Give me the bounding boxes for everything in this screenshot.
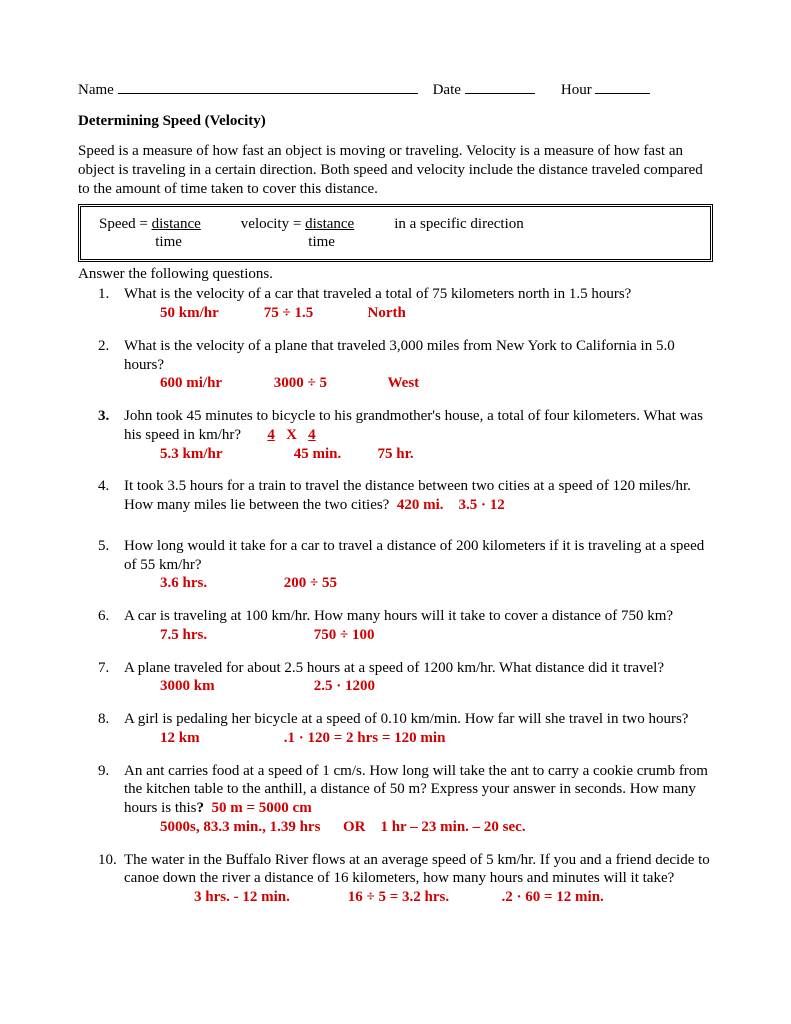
formula-box: Speed = distance time velocity = distanc… [78, 204, 713, 262]
q8-ans-dist: 12 km [160, 729, 280, 748]
q3-text: John took 45 minutes to bicycle to his g… [124, 408, 703, 443]
hour-label: Hour [561, 82, 592, 98]
q9-ans-alt: 1 hr – 23 min. – 20 sec. [380, 818, 525, 837]
direction-note: in a specific direction [394, 215, 524, 251]
question-7: A plane traveled for about 2.5 hours at … [124, 659, 713, 697]
q3-ans-hr: 75 hr. [378, 445, 414, 464]
q1-text: What is the velocity of a car that trave… [124, 286, 631, 302]
q9-ans-list: 5000s, 83.3 min., 1.39 hrs [160, 818, 320, 837]
question-10: The water in the Buffalo River flows at … [124, 851, 713, 907]
question-3: John took 45 minutes to bicycle to his g… [124, 407, 713, 463]
vel-eq: velocity = [241, 216, 305, 232]
q3-frac-a: 4 [267, 427, 275, 443]
question-4: It took 3.5 hours for a train to travel … [124, 477, 713, 515]
page-title: Determining Speed (Velocity) [78, 113, 713, 130]
q1-ans-speed: 50 km/hr [160, 304, 260, 323]
velocity-formula: velocity = distance time [241, 215, 354, 251]
speed-numerator: distance [152, 216, 201, 232]
q3-ans-min: 45 min. [294, 445, 374, 464]
q2-text: What is the velocity of a plane that tra… [124, 338, 675, 373]
date-blank[interactable] [465, 78, 535, 94]
q1-ans-dir: North [368, 304, 406, 323]
question-6: A car is traveling at 100 km/hr. How man… [124, 607, 713, 645]
q9-qmark: ? [197, 800, 205, 816]
q10-text: The water in the Buffalo River flows at … [124, 852, 710, 887]
q7-text: A plane traveled for about 2.5 hours at … [124, 660, 664, 676]
vel-numerator: distance [305, 216, 354, 232]
q9-inline-conv: 50 m = 5000 cm [212, 800, 312, 816]
q1-ans-calc: 75 ÷ 1.5 [264, 304, 364, 323]
q7-ans-calc: 2.5 · 1200 [314, 677, 375, 696]
intro-text: Speed is a measure of how fast an object… [78, 142, 713, 198]
q2-ans-calc: 3000 ÷ 5 [274, 374, 384, 393]
q10-ans-calc2: .2 · 60 = 12 min. [502, 888, 604, 907]
instructions: Answer the following questions. [78, 266, 713, 283]
q6-text: A car is traveling at 100 km/hr. How man… [124, 608, 673, 624]
q3-ans-speed: 5.3 km/hr [160, 445, 290, 464]
question-9: An ant carries food at a speed of 1 cm/s… [124, 762, 713, 837]
q5-text: How long would it take for a car to trav… [124, 538, 704, 573]
question-2: What is the velocity of a plane that tra… [124, 337, 713, 393]
q2-ans-speed: 600 mi/hr [160, 374, 270, 393]
q3-frac-x: X [286, 427, 297, 443]
question-list: What is the velocity of a car that trave… [78, 285, 713, 907]
q10-ans-calc1: 16 ÷ 5 = 3.2 hrs. [348, 888, 498, 907]
q6-ans-time: 7.5 hrs. [160, 626, 310, 645]
speed-formula: Speed = distance time [99, 215, 201, 251]
q3-frac-b: 4 [308, 427, 316, 443]
q4-ans-calc: 3.5 · 12 [459, 497, 505, 513]
question-1: What is the velocity of a car that trave… [124, 285, 713, 323]
header-row: Name Date Hour [78, 78, 713, 99]
speed-eq: Speed = [99, 216, 152, 232]
q5-ans-calc: 200 ÷ 55 [284, 574, 337, 593]
vel-denominator: time [308, 234, 335, 250]
worksheet-page: Name Date Hour Determining Speed (Veloci… [0, 0, 791, 1024]
date-label: Date [433, 82, 461, 98]
q2-ans-dir: West [388, 374, 420, 393]
q7-ans-dist: 3000 km [160, 677, 310, 696]
q9-or: OR [343, 818, 366, 837]
q6-ans-calc: 750 ÷ 100 [314, 626, 375, 645]
name-blank[interactable] [118, 78, 418, 94]
q5-ans-time: 3.6 hrs. [160, 574, 280, 593]
speed-denominator: time [155, 234, 182, 250]
q8-ans-calc: .1 · 120 = 2 hrs = 120 min [284, 729, 446, 748]
q4-ans-dist: 420 mi. [397, 497, 444, 513]
name-label: Name [78, 82, 114, 98]
q8-text: A girl is pedaling her bicycle at a spee… [124, 711, 688, 727]
question-5: How long would it take for a car to trav… [124, 537, 713, 593]
hour-blank[interactable] [595, 78, 650, 94]
question-8: A girl is pedaling her bicycle at a spee… [124, 710, 713, 748]
q10-ans-time: 3 hrs. - 12 min. [194, 888, 344, 907]
